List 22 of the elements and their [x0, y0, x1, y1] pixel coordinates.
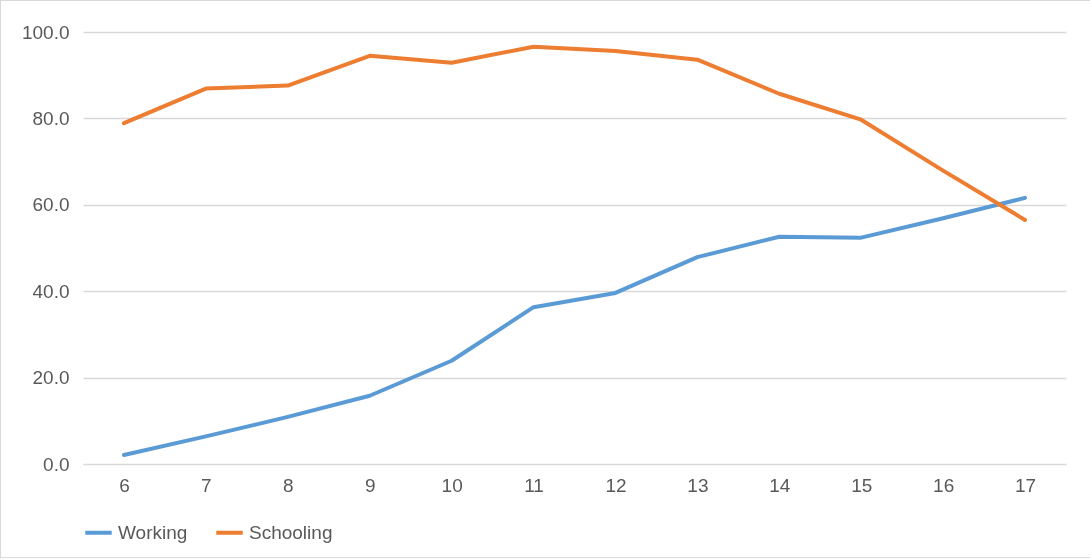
- x-tick-label: 7: [201, 474, 212, 496]
- y-tick-label: 60.0: [32, 194, 70, 216]
- x-tick-label: 9: [364, 474, 376, 496]
- x-tick-label: 15: [851, 474, 873, 496]
- x-tick-label: 13: [687, 474, 709, 496]
- y-tick-label: 80.0: [32, 107, 70, 129]
- legend-label: Working: [118, 521, 188, 543]
- x-tick-label: 6: [119, 474, 130, 496]
- y-tick-label: 20.0: [32, 367, 70, 389]
- x-tick-label: 8: [283, 474, 294, 496]
- line-series: [121, 195, 1028, 457]
- x-tick-label: 14: [769, 474, 791, 496]
- x-tick-label: 16: [933, 474, 955, 496]
- y-tick-label: 40.0: [32, 280, 70, 302]
- line-series: [121, 44, 1028, 222]
- x-tick-label: 17: [1014, 474, 1037, 496]
- y-tick-label: 100.0: [21, 21, 70, 43]
- y-tick-label: 0.0: [43, 453, 70, 475]
- x-tick-label: 12: [605, 474, 627, 496]
- x-tick-label: 10: [441, 474, 463, 496]
- x-tick-label: 11: [524, 474, 544, 496]
- legend-label: Schooling: [249, 521, 333, 543]
